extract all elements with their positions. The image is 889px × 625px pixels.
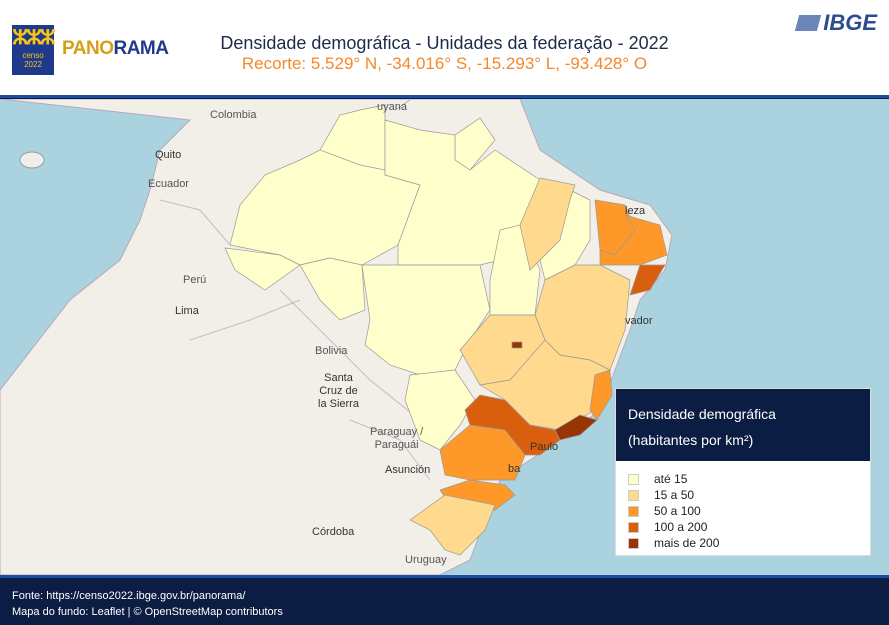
label-peru: Perú	[183, 274, 207, 286]
label-cordoba: Córdoba	[312, 526, 355, 538]
label-fortaleza: leza	[625, 205, 646, 217]
header: ⵣⵣⵣ censo 2022 PANORAMA Densidade demográf…	[0, 0, 889, 96]
label-paraguay: Paraguay / Paraguái	[370, 426, 424, 451]
label-uruguay: Uruguay	[405, 554, 447, 566]
state-roraima	[319, 104, 386, 171]
label-santa-cruz: Santa Cruz de la Sierra	[318, 372, 359, 410]
label-sao-paulo: Paulo	[530, 441, 559, 453]
state-acre	[224, 247, 301, 291]
legend-title: Densidade demográfica	[628, 406, 776, 422]
legend-swatch	[628, 505, 639, 517]
state-rn-pb-pe	[599, 214, 668, 266]
map-legend: Densidade demográfica (habitantes por km²…	[615, 388, 871, 556]
legend-unit: (habitantes por km²)	[628, 432, 754, 448]
galapagos-island	[19, 151, 45, 169]
label-quito: Quito	[155, 149, 182, 161]
legend-item: 15 a 50	[628, 487, 858, 503]
censo-logo: ⵣⵣⵣ censo 2022	[12, 25, 56, 75]
panorama-logo: PANORAMA	[62, 38, 169, 59]
label-lima: Lima	[175, 305, 199, 317]
state-maranhao	[519, 177, 576, 271]
legend-item: até 15	[628, 471, 858, 487]
legend-label: até 15	[654, 472, 688, 486]
map-canvas[interactable]	[0, 99, 889, 575]
label-guyana: uyana	[377, 101, 407, 113]
page-title: Densidade demográfica - Unidades da fede…	[220, 33, 669, 53]
source-text: Fonte: https://censo2022.ibge.gov.br/pan…	[12, 590, 246, 602]
legend-item: 100 a 200	[628, 519, 858, 535]
label-asuncion: Asunción	[385, 464, 431, 476]
attribution-text: Mapa do fundo: Leaflet | © OpenStreetMap…	[12, 606, 283, 618]
state-mato-grosso-do-sul	[404, 369, 476, 451]
legend-label: 15 a 50	[654, 488, 695, 502]
label-curitiba: ba	[508, 463, 521, 475]
ibge-logo: IBGE	[795, 10, 877, 36]
legend-label: mais de 200	[654, 536, 720, 550]
legend-item: mais de 200	[628, 535, 858, 551]
map[interactable]: uyana Colombia Quito Ecuador Perú Lima B…	[0, 99, 889, 575]
state-rondonia	[299, 257, 366, 321]
label-colombia: Colombia	[210, 109, 257, 121]
legend-swatch	[628, 473, 639, 485]
legend-swatch	[628, 489, 639, 501]
footer: Fonte: https://censo2022.ibge.gov.br/pan…	[0, 575, 889, 625]
legend-swatch	[628, 537, 639, 549]
page-subtitle: Recorte: 5.529° N, -34.016° S, -15.293° …	[241, 54, 648, 73]
state-distrito-federal	[511, 341, 523, 349]
legend-item: 50 a 100	[628, 503, 858, 519]
label-salvador: vador	[625, 315, 653, 327]
legend-label: 50 a 100	[654, 504, 701, 518]
state-rio-de-janeiro	[554, 414, 598, 441]
state-espirito-santo	[589, 369, 613, 421]
state-alagoas-sergipe	[629, 264, 666, 296]
legend-swatch	[628, 521, 639, 533]
state-rio-grande-do-sul	[409, 494, 496, 556]
legend-label: 100 a 200	[654, 520, 708, 534]
label-bolivia: Bolivia	[315, 345, 348, 357]
label-ecuador: Ecuador	[148, 178, 189, 190]
